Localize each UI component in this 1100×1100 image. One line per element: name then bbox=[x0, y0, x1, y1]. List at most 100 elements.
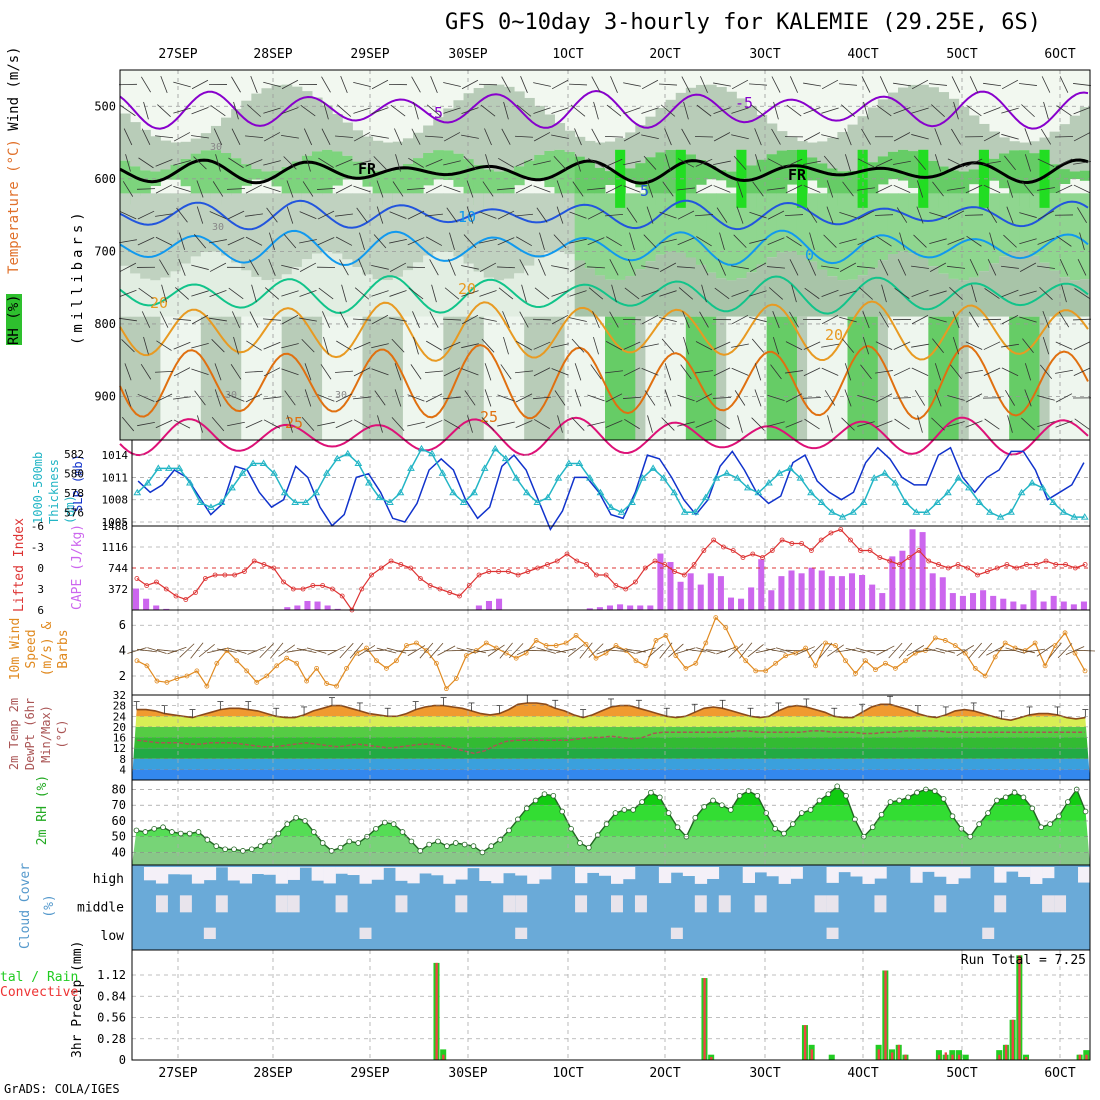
contour-label: -5 bbox=[425, 104, 443, 122]
wind-barb bbox=[659, 317, 677, 322]
rh-marker bbox=[559, 808, 566, 815]
wind-barb bbox=[1059, 259, 1069, 276]
wind-speed-marker bbox=[873, 667, 878, 673]
wind-barb bbox=[966, 105, 982, 117]
cape-bar bbox=[627, 605, 634, 610]
cape-bar bbox=[1030, 590, 1037, 610]
wind-barb bbox=[965, 420, 983, 428]
wind-barb bbox=[731, 79, 749, 90]
rh-shade-cell bbox=[291, 316, 303, 440]
cape-bar bbox=[929, 573, 936, 610]
rh-shade-cell bbox=[817, 163, 828, 188]
wind-barb bbox=[947, 395, 965, 401]
wind-barb bbox=[623, 107, 641, 114]
wind-barb bbox=[371, 107, 389, 115]
rh-shade-cell bbox=[655, 193, 667, 255]
rh-shade-cell bbox=[867, 193, 879, 268]
wind-barb bbox=[521, 284, 527, 303]
rh-shade-cell bbox=[200, 193, 212, 253]
rh-marker bbox=[337, 844, 344, 851]
wind-barb bbox=[623, 82, 641, 87]
rh-shade-cell bbox=[1069, 115, 1081, 172]
precip-convective-bar bbox=[1085, 1054, 1088, 1060]
wind-barb bbox=[659, 262, 677, 272]
li-marker bbox=[505, 569, 511, 574]
thickness-marker bbox=[733, 474, 742, 481]
wind-barb bbox=[593, 101, 599, 120]
cloud-high-gap bbox=[347, 867, 360, 876]
thickness-marker bbox=[870, 474, 879, 481]
wind-barb bbox=[284, 390, 296, 406]
wind-barb bbox=[301, 338, 315, 353]
wind-barb bbox=[626, 207, 638, 223]
rh-shade-cell bbox=[574, 260, 586, 317]
wind-barb bbox=[154, 370, 174, 373]
wind-barb-10m bbox=[785, 649, 806, 652]
wind-barb-10m bbox=[429, 642, 444, 659]
thickness-marker bbox=[501, 454, 510, 462]
temp-tick: 12 bbox=[113, 742, 126, 755]
rh-shade-cell bbox=[726, 91, 737, 172]
wind-barb bbox=[515, 370, 533, 374]
wind-barb bbox=[754, 363, 762, 381]
wind-barb bbox=[863, 101, 869, 120]
wind-barb bbox=[376, 206, 384, 224]
wind-barb bbox=[175, 287, 189, 300]
rh-shade-cell bbox=[1009, 141, 1020, 151]
temp-band bbox=[132, 748, 1090, 759]
rh-shade-cell bbox=[665, 99, 677, 150]
run-total-annotation: Run Total = 7.25 bbox=[961, 953, 1086, 968]
rh-marker bbox=[869, 824, 876, 831]
rh-shade-cell bbox=[524, 316, 535, 440]
wind-barb bbox=[463, 156, 477, 170]
cloud-high-gap bbox=[694, 867, 708, 884]
wind-speed-marker bbox=[184, 673, 190, 679]
rh-shade-cell bbox=[928, 316, 939, 440]
wind-barb bbox=[268, 258, 276, 276]
rh-shade-cell bbox=[524, 265, 535, 317]
temp-band bbox=[132, 737, 1090, 749]
rh-shade-cell bbox=[584, 268, 596, 317]
wind-barb bbox=[842, 181, 854, 197]
rh-shade-cell bbox=[564, 254, 576, 317]
rh-marker bbox=[186, 830, 193, 837]
wind-barb bbox=[641, 79, 659, 90]
wind-speed-marker bbox=[653, 638, 659, 643]
wind-barb-10m bbox=[925, 647, 946, 654]
thickness-marker bbox=[280, 488, 289, 496]
wind-barb bbox=[485, 154, 491, 172]
rh-shade-cell bbox=[958, 193, 970, 281]
wind-barb bbox=[677, 421, 695, 427]
li-marker bbox=[828, 530, 834, 536]
wind-barb bbox=[119, 262, 137, 272]
wind-barb bbox=[281, 107, 299, 115]
rh-marker bbox=[461, 841, 468, 848]
rh-shade-cell bbox=[837, 280, 848, 317]
wind-barb-10m bbox=[556, 648, 576, 654]
rh-shade-cell bbox=[352, 193, 363, 268]
wind-barb bbox=[1037, 210, 1055, 220]
cape-bar bbox=[153, 605, 160, 610]
wind-barb bbox=[1019, 290, 1037, 297]
wind-barb bbox=[641, 290, 659, 297]
top-day-label: 29SEP bbox=[350, 47, 390, 62]
wind-barb bbox=[1061, 284, 1067, 303]
wind-barb bbox=[211, 416, 225, 432]
rh-shade-cell bbox=[311, 253, 323, 317]
cape-bar bbox=[818, 570, 825, 610]
rh-marker bbox=[1047, 821, 1053, 827]
wind-barb-10m bbox=[546, 648, 567, 653]
rh-shade-cell bbox=[322, 316, 333, 440]
wind-barb bbox=[339, 259, 349, 276]
rh-shade-cell bbox=[1019, 193, 1030, 252]
rh-shade-cell bbox=[564, 130, 576, 152]
rh-shade-cell bbox=[453, 193, 465, 257]
slp-tick: 1011 bbox=[102, 471, 129, 484]
wind-barb bbox=[138, 157, 154, 169]
li-marker bbox=[437, 586, 443, 592]
wind-barb bbox=[245, 135, 263, 138]
wind-speed-marker bbox=[823, 640, 828, 646]
wind-barb bbox=[231, 128, 241, 145]
wind-barb bbox=[1001, 79, 1019, 90]
rh-shade-cell bbox=[837, 171, 848, 206]
